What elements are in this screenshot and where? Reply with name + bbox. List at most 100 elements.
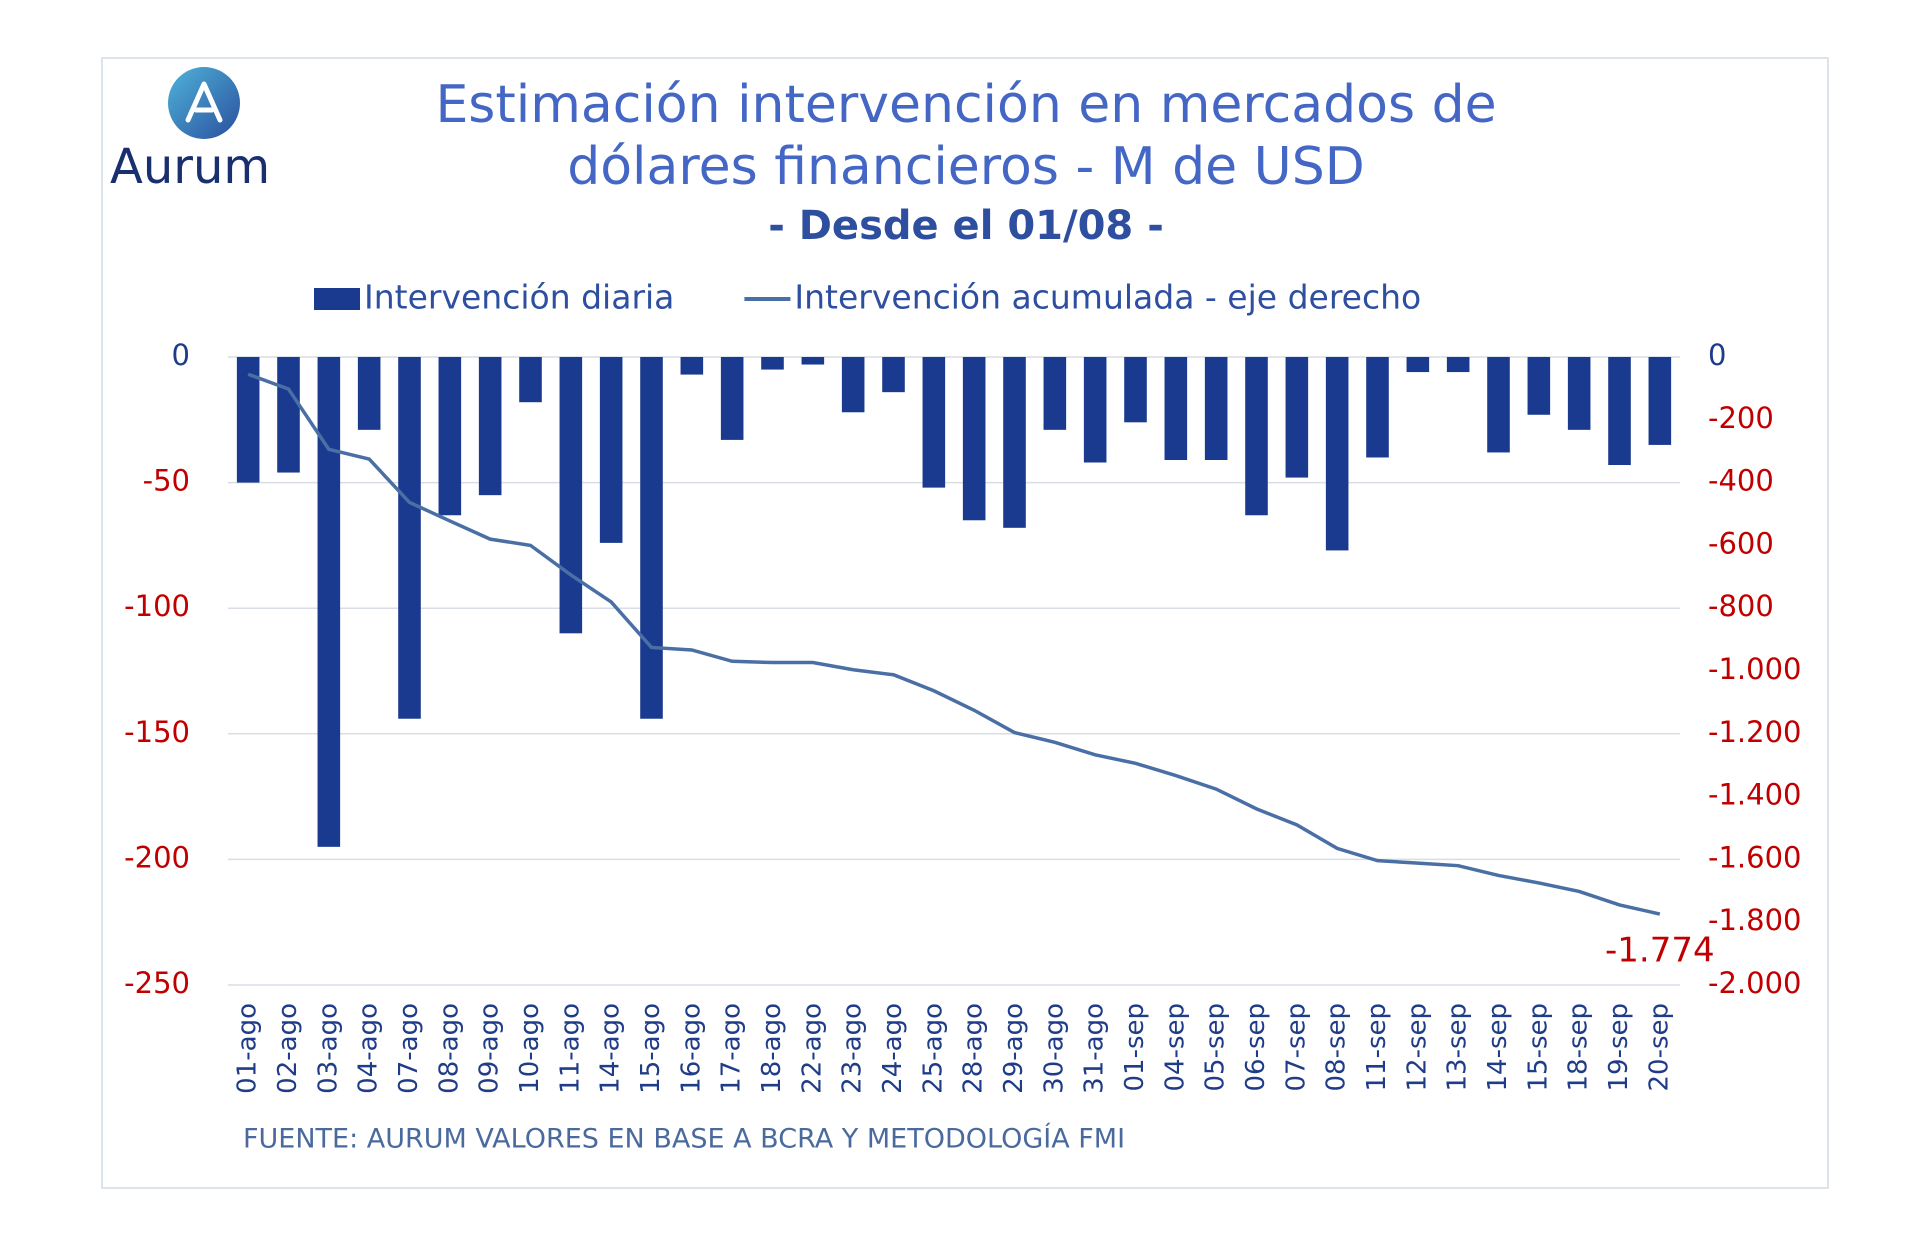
x-tick-label: 15-sep (1523, 1003, 1553, 1092)
bar (841, 357, 865, 413)
x-tick-label: 14-ago (596, 1003, 626, 1094)
x-tick-label: 04-ago (354, 1003, 384, 1094)
x-tick-label: 07-sep (1281, 1003, 1311, 1092)
y2-tick-label: -1.800 (1708, 903, 1802, 937)
y-tick-label: -200 (124, 840, 190, 874)
line (247, 372, 1661, 916)
bar (922, 357, 946, 488)
x-tick-label: 01-ago (233, 1003, 263, 1094)
y2-tick-label: -400 (1708, 464, 1774, 498)
x-tick-label: 24-ago (878, 1003, 908, 1094)
bar (1164, 357, 1188, 460)
bar (1487, 357, 1510, 453)
x-tick-label: 25-ago (918, 1003, 948, 1094)
x-tick-label: 20-sep (1644, 1003, 1674, 1092)
bar (519, 357, 542, 403)
bar (599, 357, 623, 543)
bar (1366, 357, 1389, 458)
bar (438, 357, 462, 516)
bar (680, 357, 704, 375)
bar (1608, 357, 1631, 466)
y2-tick-label: -200 (1708, 401, 1774, 435)
bar (559, 357, 583, 634)
frame (101, 57, 1829, 1189)
x-tick-label: 23-ago (838, 1003, 868, 1094)
bar (277, 357, 300, 473)
x-tick-label: 16-ago (676, 1003, 706, 1094)
bar (801, 357, 825, 365)
bar (1043, 357, 1067, 430)
logo-text: Aurum (110, 139, 270, 195)
legend-swatch (314, 288, 360, 310)
y2-tick-label: -1.200 (1708, 715, 1802, 749)
bar (1124, 357, 1147, 423)
legend-label: Intervención acumulada - eje derecho (794, 278, 1421, 317)
x-tick-label: 05-sep (1201, 1003, 1231, 1092)
bar (640, 357, 663, 719)
value-label: -1.774 (1605, 931, 1715, 971)
x-tick-label: 19-sep (1604, 1003, 1634, 1092)
bar (478, 357, 502, 496)
x-tick-label: 28-ago (959, 1003, 989, 1094)
bar (398, 357, 421, 719)
bar (1204, 357, 1228, 460)
x-tick-label: 01-sep (1120, 1003, 1150, 1092)
x-tick-label: 09-ago (475, 1003, 505, 1094)
bar (1567, 357, 1591, 430)
y2-tick-label: -600 (1708, 526, 1774, 560)
y2-tick-label: -1.600 (1708, 840, 1802, 874)
y2-tick-label: -800 (1708, 589, 1774, 623)
y2-tick-label: -1.400 (1708, 778, 1802, 812)
y-tick-label: -250 (124, 966, 190, 1000)
y-tick-label: -150 (124, 715, 190, 749)
bar (882, 357, 905, 393)
bar (1325, 357, 1349, 551)
x-tick-label: 02-ago (273, 1003, 303, 1094)
chart-title: dólares financieros - M de USD (567, 137, 1365, 197)
logo-icon (168, 67, 240, 139)
logo-glyph (185, 81, 223, 123)
x-tick-label: 14-sep (1483, 1003, 1513, 1092)
x-tick-label: 29-ago (999, 1003, 1029, 1094)
x-tick-label: 13-sep (1443, 1003, 1473, 1092)
x-tick-label: 30-ago (1039, 1003, 1069, 1094)
x-tick-label: 12-sep (1402, 1003, 1432, 1092)
bar (357, 357, 381, 430)
bar (1527, 357, 1551, 415)
bar (1406, 357, 1430, 373)
x-tick-label: 22-ago (797, 1003, 827, 1094)
x-tick-label: 04-sep (1160, 1003, 1190, 1092)
x-tick-label: 17-ago (717, 1003, 747, 1094)
x-tick-label: 18-sep (1564, 1003, 1594, 1092)
x-tick-label: 15-ago (636, 1003, 666, 1094)
bar (317, 357, 341, 847)
x-tick-label: 03-ago (313, 1003, 343, 1094)
x-tick-label: 06-sep (1241, 1003, 1271, 1092)
bar (1648, 357, 1672, 445)
y2-tick-label: 0 (1708, 338, 1726, 372)
x-tick-label: 07-ago (394, 1003, 424, 1094)
bar (1245, 357, 1268, 516)
bar (236, 357, 260, 483)
source-note: FUENTE: AURUM VALORES EN BASE A BCRA Y M… (243, 1123, 1125, 1155)
legend-label: Intervención diaria (364, 278, 674, 317)
x-tick-label: 11-ago (555, 1003, 585, 1094)
x-tick-label: 08-ago (434, 1003, 464, 1094)
y2-tick-label: -1.000 (1708, 652, 1802, 686)
bar (1446, 357, 1470, 373)
y-tick-label: -50 (143, 464, 190, 498)
y-tick-label: 0 (172, 338, 190, 372)
x-tick-label: 31-ago (1080, 1003, 1110, 1094)
bar (720, 357, 744, 440)
x-tick-label: 10-ago (515, 1003, 545, 1094)
chart-subtitle: - Desde el 01/08 - (768, 203, 1164, 249)
bar (1285, 357, 1309, 478)
bar (1083, 357, 1107, 463)
y-tick-label: -100 (124, 589, 190, 623)
x-tick-label: 18-ago (757, 1003, 787, 1094)
x-tick-label: 08-sep (1322, 1003, 1352, 1092)
bar (962, 357, 986, 521)
chart-title: Estimación intervención en mercados de (435, 75, 1496, 135)
